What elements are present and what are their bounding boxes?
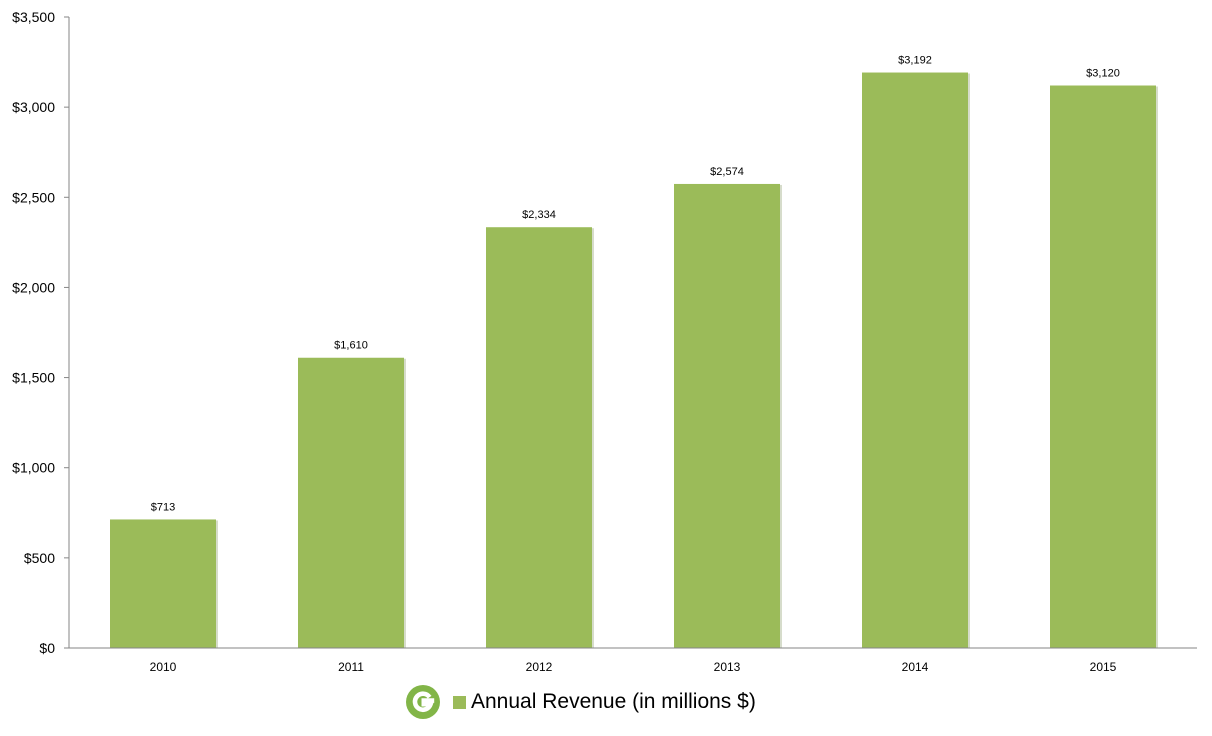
y-tick-label: $0 <box>39 640 55 656</box>
x-tick-label: 2014 <box>902 660 929 674</box>
y-tick-label: $2,000 <box>12 279 55 295</box>
y-tick-label: $1,500 <box>12 370 55 386</box>
y-tick-label: $2,500 <box>12 189 55 205</box>
y-axis-ticks: $0 $500 $1,000 $1,500 $2,000 $2,500 $3,000 $3,5… <box>12 9 69 656</box>
data-label-2013: $2,574 <box>710 166 744 178</box>
bar-2015 <box>1050 85 1156 649</box>
x-tick-label: 2012 <box>526 660 553 674</box>
x-tick-label: 2015 <box>1090 660 1117 674</box>
bar-2010 <box>110 519 216 648</box>
y-tick-label: $3,500 <box>12 9 55 25</box>
data-labels-group: $713 $1,610 $2,334 $2,574 $3,192 $3,120 <box>151 55 1120 514</box>
y-tick-label: $1,000 <box>12 460 55 476</box>
y-tick-label: $3,000 <box>12 99 55 115</box>
x-tick-label: 2013 <box>714 660 741 674</box>
bar-2012 <box>486 227 592 649</box>
y-tick-label: $500 <box>24 550 55 566</box>
bar-2014 <box>862 72 968 648</box>
legend-swatch <box>453 695 466 709</box>
data-label-2011: $1,610 <box>334 340 368 352</box>
x-tick-label: 2010 <box>150 660 177 674</box>
x-axis-ticks: 2010 2011 2012 2013 2014 2015 <box>150 660 1117 674</box>
legend: Annual Revenue (in millions $) <box>406 684 756 720</box>
bars-group <box>110 72 1158 649</box>
data-label-2015: $3,120 <box>1086 68 1120 80</box>
legend-label: Annual Revenue (in millions $) <box>471 690 756 713</box>
groupon-g-logo-icon <box>406 685 440 719</box>
data-label-2012: $2,334 <box>522 209 556 221</box>
data-label-2014: $3,192 <box>898 55 932 67</box>
data-label-2010: $713 <box>151 501 175 513</box>
x-tick-label: 2011 <box>338 660 364 674</box>
bar-2011 <box>298 357 404 648</box>
bar-2013 <box>674 183 780 648</box>
